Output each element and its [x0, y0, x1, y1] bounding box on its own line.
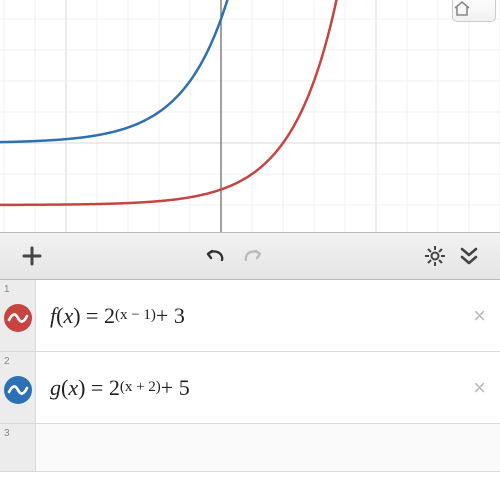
home-icon [453, 0, 471, 16]
toolbar [0, 232, 500, 280]
curve-color-icon[interactable] [4, 304, 32, 332]
collapse-button[interactable] [458, 246, 480, 266]
expression-row[interactable]: 2 g(x) = 2(x + 2) + 5× [0, 352, 500, 424]
home-button[interactable] [452, 0, 496, 22]
curve-color-icon[interactable] [4, 376, 32, 404]
expression-list: 1f(x) = 2(x − 1) + 3×2g(x) = 2(x + 2) + … [0, 280, 500, 472]
wave-icon [7, 379, 29, 401]
wave-icon [7, 307, 29, 329]
delete-row-button[interactable]: × [459, 375, 500, 401]
row-index: 3 [4, 428, 10, 439]
expression-text[interactable]: g(x) = 2(x + 2) + 5 [36, 375, 459, 401]
gear-icon [424, 245, 446, 267]
row-index: 1 [4, 284, 10, 295]
plus-icon [20, 244, 44, 268]
row-index: 2 [4, 356, 10, 367]
row-tab: 1 [0, 280, 36, 351]
redo-icon [240, 246, 266, 266]
expression-row[interactable]: 1 f(x) = 2(x − 1) + 3× [0, 280, 500, 352]
graph-svg [0, 0, 500, 232]
undo-button[interactable] [202, 246, 228, 266]
empty-expression-row[interactable]: 3 [0, 424, 500, 472]
redo-button[interactable] [240, 246, 266, 266]
row-tab: 3 [0, 424, 36, 471]
undo-icon [202, 246, 228, 266]
graph-area[interactable]: -1010 [0, 0, 500, 232]
settings-button[interactable] [424, 245, 446, 267]
add-button[interactable] [20, 244, 44, 268]
delete-row-button[interactable]: × [459, 303, 500, 329]
expression-text[interactable]: f(x) = 2(x − 1) + 3 [36, 303, 459, 329]
chevron-double-down-icon [458, 246, 480, 266]
row-tab: 2 [0, 352, 36, 423]
